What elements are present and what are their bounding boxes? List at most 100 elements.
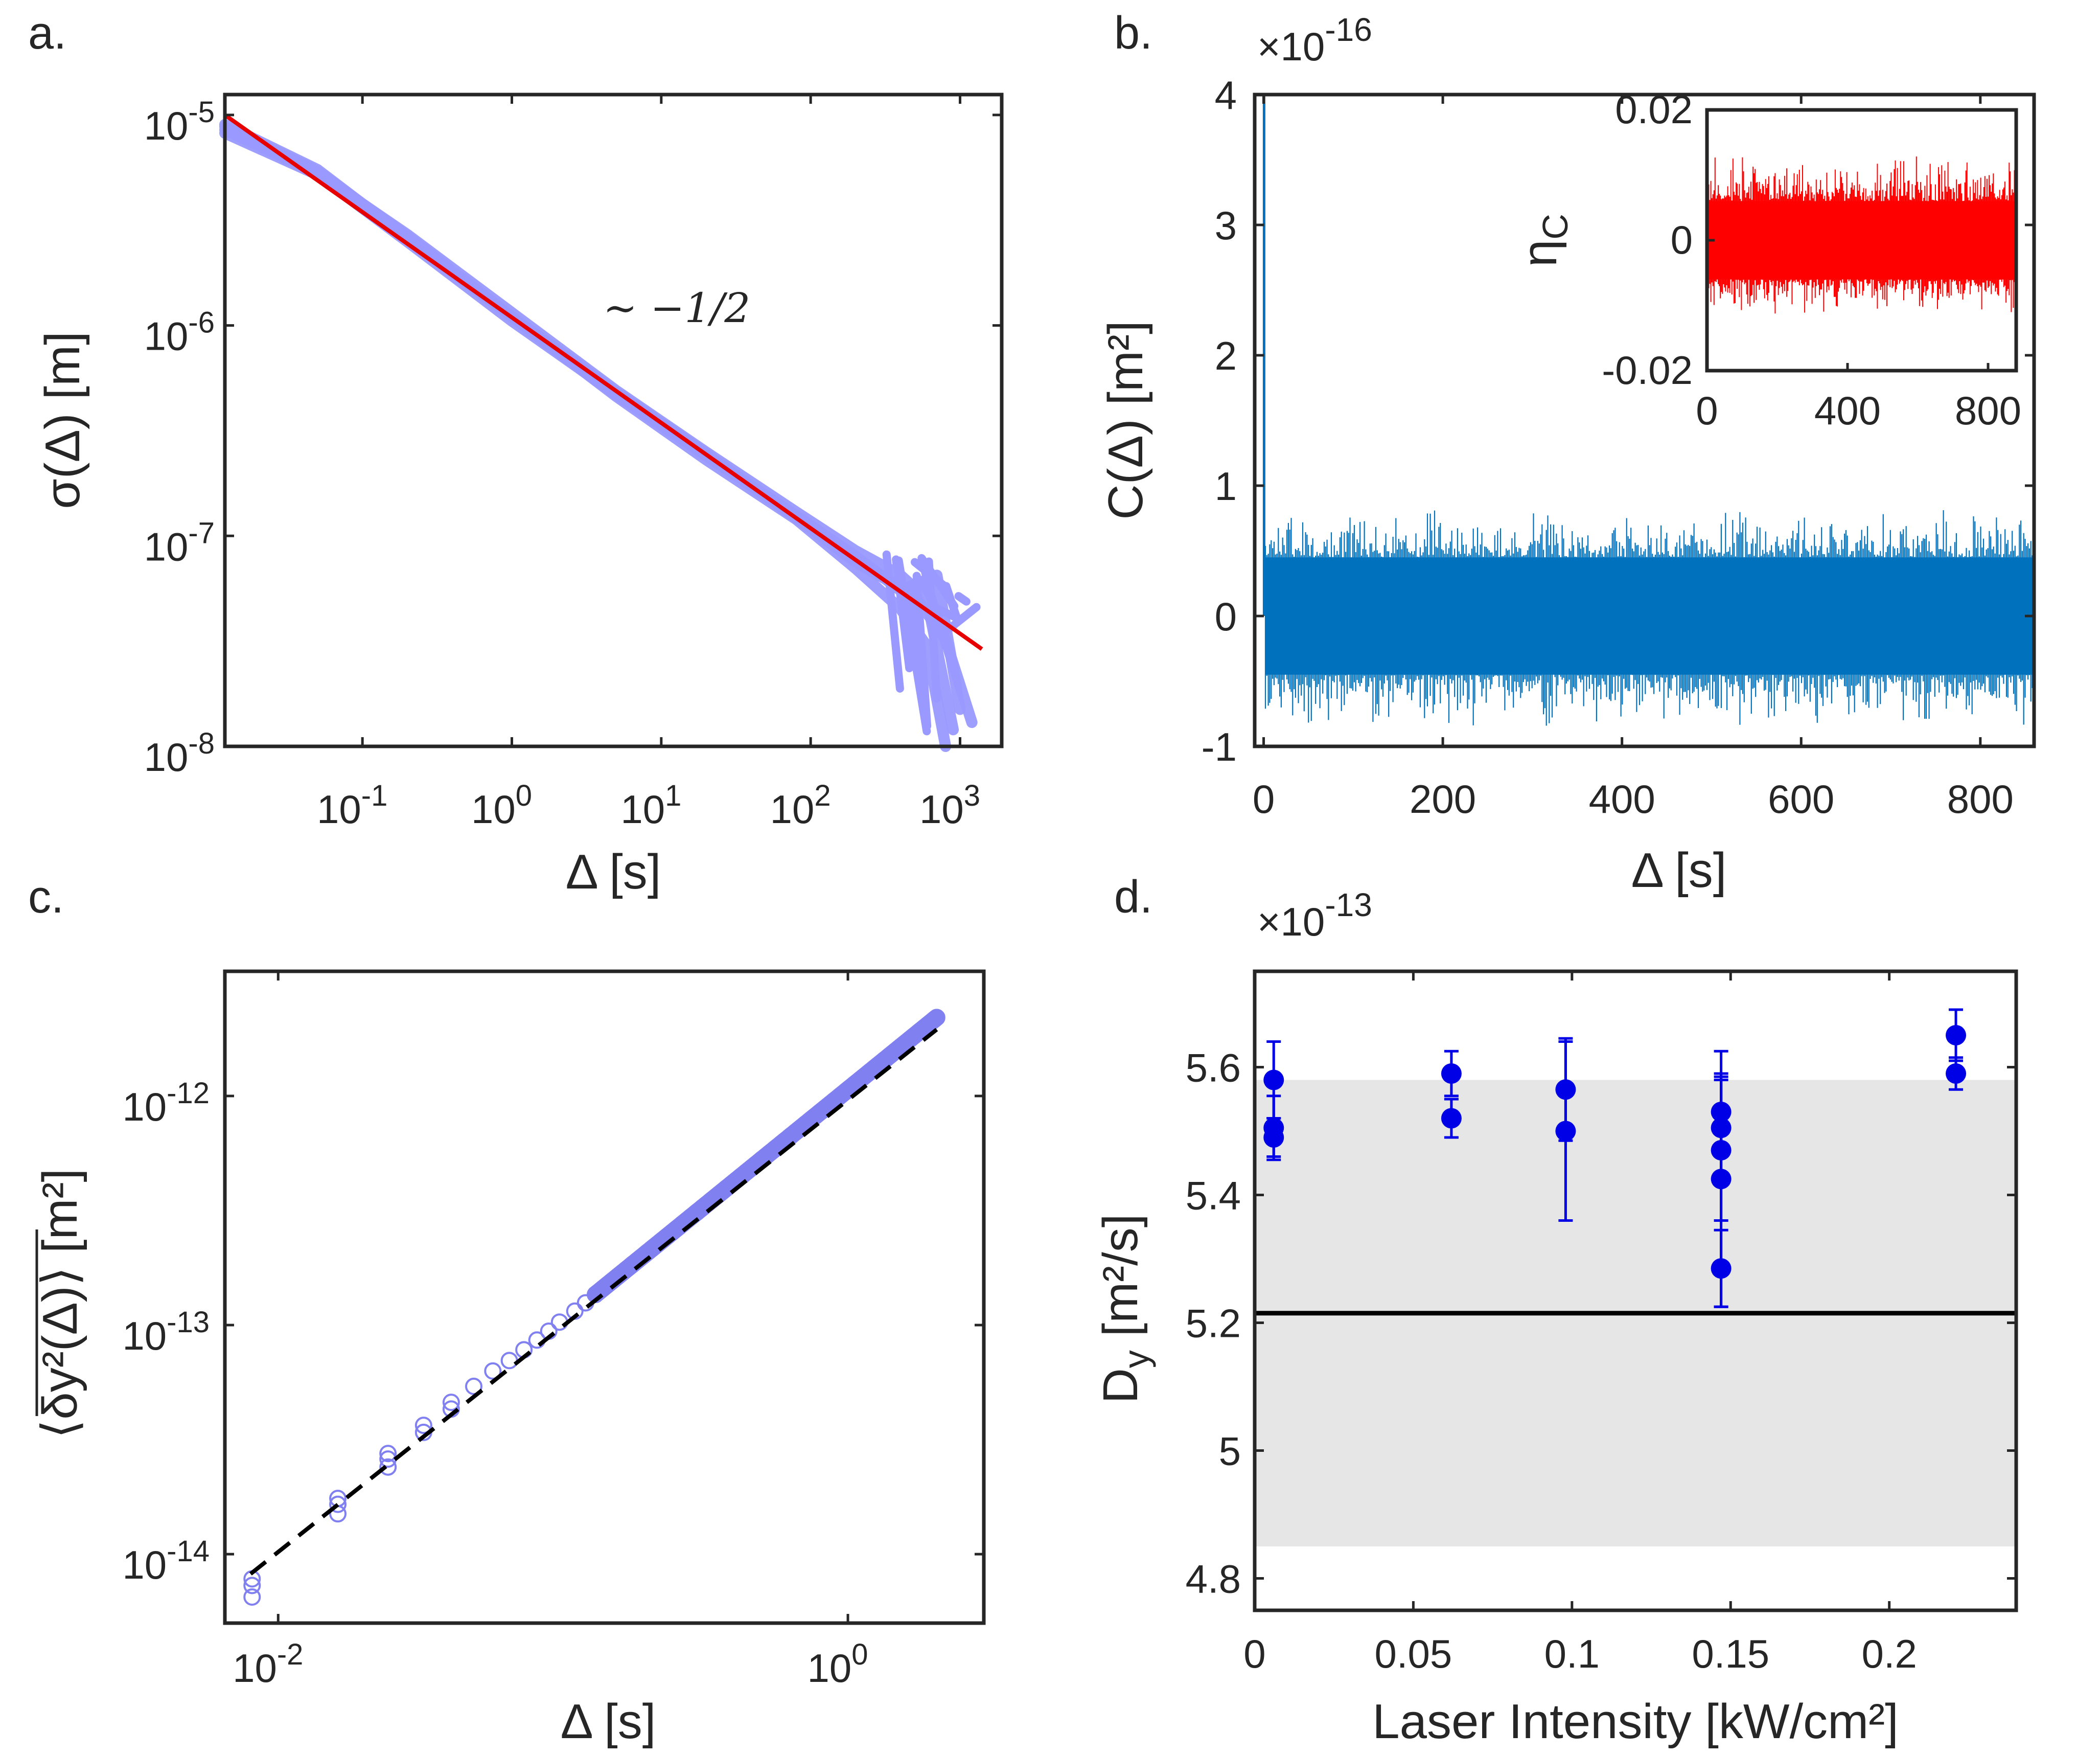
panel-a-y-tick-label-exp: -6 — [188, 306, 215, 339]
panel-b-multiplier-base: ×10 — [1257, 24, 1325, 69]
panel-c-y-tick-label: 10-14 — [122, 1535, 210, 1587]
panel-d-y-ticks: 5.6 5.4 5.2 5 4.8 — [1186, 1045, 2016, 1602]
panel-c-y-label: ⟨δy²(Δ)⟩ [m²] — [33, 1169, 87, 1439]
panel-c-y-tick-label: 10-13 — [122, 1306, 210, 1358]
panel-d-x-tick-label: 0 — [1243, 1631, 1265, 1676]
panel-c-y-label-group: ⟨δy²(Δ)⟩ [m²] — [33, 1169, 87, 1439]
panel-d-multiplier: ×10-13 — [1257, 886, 1372, 944]
panel-a-annotation: ∼ −1/2 — [603, 284, 750, 332]
panel-a-x-label: Δ [s] — [566, 845, 661, 899]
panel-c-msd-marker — [928, 1009, 945, 1027]
panel-b-x-ticks: 0 200 400 600 800 — [1253, 95, 2014, 822]
panel-c-y-tick-label: 10-12 — [122, 1077, 210, 1129]
panel-d-y-tick-label: 5.4 — [1186, 1173, 1241, 1218]
panel-a-y-ticks: 10-510-610-710-8 — [144, 96, 1002, 780]
panel-b-x-tick-label: 400 — [1589, 777, 1655, 822]
panel-d-data-point — [1946, 1025, 1967, 1045]
panel-d-multiplier-exp: -13 — [1325, 886, 1372, 923]
panel-c-msd-marker — [243, 1588, 261, 1606]
panel-d-data-point — [1263, 1127, 1284, 1148]
panel-b-multiplier-exp: -16 — [1325, 11, 1372, 48]
panel-c-x-tick-label: 100 — [807, 1638, 868, 1691]
panel-a-letter: a. — [28, 8, 66, 59]
panel-d-x-label: Laser Intensity [kW/cm²] — [1372, 1694, 1899, 1749]
panel-a-x-tick-label: 103 — [919, 779, 980, 832]
panel-a-y-tick-label: 10-8 — [144, 727, 215, 780]
panel-c-msd-marker — [484, 1362, 502, 1380]
panel-d-y-label-rest: [m²/s] — [1093, 1214, 1148, 1351]
panel-a-trace-2 — [219, 124, 959, 736]
panel-a-x-ticks: 10-1 100 101 102 103 — [317, 95, 980, 832]
panel-c-frame — [223, 969, 986, 1625]
panel-a-tail-segment — [925, 557, 941, 703]
panel-b-multiplier: ×10-16 — [1257, 11, 1372, 69]
panel-a-x-tick-label-base: 10 — [919, 787, 964, 832]
panel-d-y-label: Dy [m²/s] — [1093, 1214, 1156, 1404]
panel-b-x-tick-label: 0 — [1253, 777, 1275, 822]
panel-c-y-ticks: 10-12 10-13 10-14 — [122, 1077, 984, 1587]
panel-a-trace-4 — [219, 121, 978, 728]
panel-a-x-tick-label: 10-1 — [317, 779, 387, 832]
panel-b-inset-plot-area — [1707, 156, 2016, 314]
panel-b-noise-spikes — [1264, 510, 2035, 726]
panel-d-y-tick-label: 5.2 — [1186, 1301, 1241, 1346]
panel-a-x-tick-label: 102 — [770, 779, 831, 832]
panel-d-multiplier-base: ×10 — [1257, 899, 1325, 944]
panel-b-plot-area — [1262, 95, 2035, 726]
panel-c-x-tick-label-exp: -2 — [277, 1638, 304, 1671]
panel-b-y-tick-label: 0 — [1215, 594, 1237, 639]
panel-c-x-tick-label: 10-2 — [233, 1638, 303, 1691]
panel-a-tail-segment — [954, 592, 971, 606]
panel-a-x-tick-label-exp: 0 — [516, 779, 532, 812]
panel-a-y-tick-label-base: 10 — [144, 524, 189, 569]
panel-b-inset-y-tick-label: 0.02 — [1615, 87, 1693, 132]
panel-a-x-tick-label-base: 10 — [620, 787, 665, 832]
panel-d-frame — [1253, 969, 2018, 1612]
panel-b-inset-x-tick-label: 800 — [1955, 388, 2021, 433]
panel-a-x-tick-label-exp: -1 — [361, 779, 388, 812]
panel-a-y-tick-label: 10-5 — [144, 96, 215, 148]
panel-c-msd-marker — [379, 1458, 397, 1476]
panel-d-data-point — [1711, 1258, 1732, 1279]
panel-b-inset-x-ticks: 0 400 800 — [1696, 363, 2021, 433]
panel-a-x-tick-label: 100 — [471, 779, 532, 832]
panel-a-trace-3 — [219, 127, 966, 715]
svg-text:×10-16: ×10-16 — [1257, 11, 1372, 69]
panel-b-y-tick-label: 3 — [1215, 203, 1237, 248]
panel-c-msd-marker — [465, 1377, 483, 1395]
panel-a-tail-segment — [933, 604, 961, 622]
panel-b-inset-y-label: ηC — [1512, 214, 1575, 267]
panel-a-trace-1 — [219, 119, 952, 752]
panel-a-tail-segment — [882, 550, 904, 693]
panel-a-x-tick-label-base: 10 — [770, 787, 815, 832]
panel-d-y-tick-label: 5.6 — [1186, 1045, 1241, 1090]
panel-a-y-tick-label-base: 10 — [144, 103, 189, 148]
panel-c-y-tick-label-base: 10 — [122, 1084, 167, 1129]
panel-b-inset-y-tick-label: -0.02 — [1602, 348, 1693, 393]
panel-a-x-tick-label-base: 10 — [317, 787, 361, 832]
panel-a: a. 10-1 100 101 102 103 10-510-610-710-8 ∼ −… — [28, 8, 1004, 899]
panel-b-y-label: C(Δ) [m²] — [1098, 321, 1153, 519]
panel-d-y-tick-label: 4.8 — [1186, 1557, 1241, 1602]
panel-c-letter: c. — [28, 872, 64, 923]
panel-c-plot-area — [243, 1009, 945, 1606]
panel-b-inset-y-label-main: η — [1512, 240, 1567, 267]
panel-d-y-label-sub: y — [1116, 1350, 1156, 1368]
panel-c-y-tick-label-base: 10 — [122, 1313, 167, 1358]
panel-a-y-tick-label: 10-7 — [144, 516, 215, 569]
panel-c-msd-marker — [500, 1352, 518, 1370]
panel-b-y-tick-label: 2 — [1215, 333, 1237, 378]
panel-b: b. ×10-16 0 200 400 600 800 4 3 2 1 0 -1 Δ [s] C(… — [1098, 8, 2036, 898]
panel-a-frame — [223, 93, 1004, 748]
panel-c-x-label: Δ [s] — [561, 1694, 656, 1749]
panel-a-y-tick-label-base: 10 — [144, 735, 189, 780]
panel-d-plot-area — [1255, 1008, 2016, 1546]
panel-a-x-tick-label-exp: 3 — [964, 779, 980, 812]
panel-d-data-point — [1946, 1063, 1967, 1084]
panel-d-data-point — [1555, 1121, 1576, 1142]
panel-b-y-tick-label: 4 — [1215, 73, 1237, 118]
panel-a-y-tick-label: 10-6 — [144, 306, 215, 359]
panel-d-y-label-main: D — [1093, 1368, 1148, 1403]
panel-b-inset-x-tick-label: 400 — [1814, 388, 1881, 433]
